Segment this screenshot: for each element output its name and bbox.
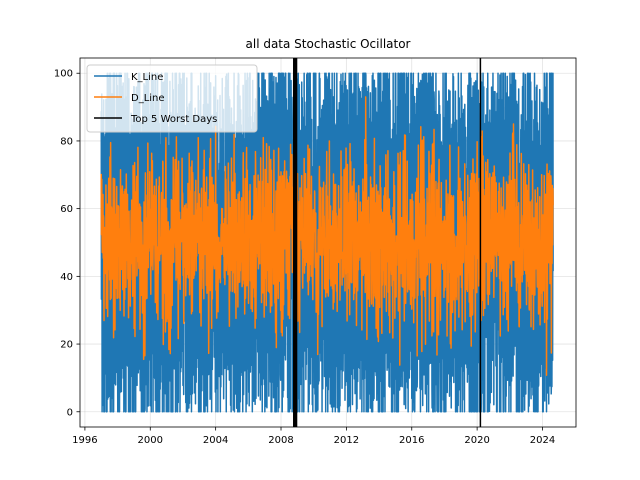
x-tick-label: 2024 (530, 435, 555, 446)
y-tick-label: 100 (54, 69, 73, 80)
series-group (100, 58, 554, 427)
y-tick-label: 40 (60, 272, 73, 283)
chart-title: all data Stochastic Ocillator (246, 37, 411, 51)
y-tick-label: 80 (60, 136, 73, 147)
legend-label-d-line: D_Line (131, 93, 165, 104)
x-tick-label: 2000 (138, 435, 163, 446)
legend: K_Line D_Line Top 5 Worst Days (86, 64, 258, 133)
plot-frame (79, 57, 577, 428)
d-line-series (100, 96, 554, 376)
y-tick-label: 0 (67, 407, 73, 418)
x-tick-label: 2012 (334, 435, 359, 446)
legend-box (86, 64, 258, 133)
x-tick-label: 2008 (268, 435, 293, 446)
axes: 1996 2000 2004 2008 2012 2016 2020 2024 0 20 40 60 8… (54, 69, 555, 446)
y-tick-label: 20 (60, 340, 73, 351)
legend-label-k-line: K_Line (131, 72, 163, 83)
x-tick-label: 1996 (72, 435, 97, 446)
y-tick-label: 60 (60, 204, 73, 215)
x-tick-label: 2016 (399, 435, 424, 446)
x-tick-label: 2004 (203, 435, 228, 446)
legend-label-worst-days: Top 5 Worst Days (130, 114, 217, 125)
x-tick-label: 2020 (464, 435, 489, 446)
